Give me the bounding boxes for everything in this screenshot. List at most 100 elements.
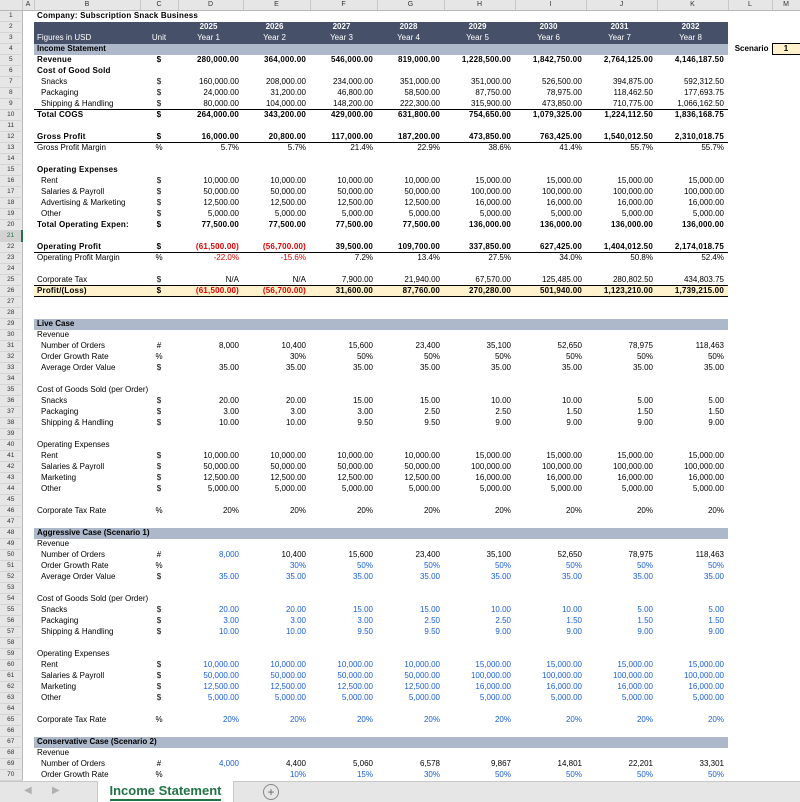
sheet-tab-income-statement[interactable]: Income Statement — [97, 781, 234, 802]
value-cell[interactable] — [377, 748, 444, 759]
column-header-k[interactable]: K — [657, 0, 729, 11]
value-cell[interactable]: 50% — [707, 352, 724, 361]
empty-cell[interactable] — [772, 22, 800, 33]
value-cell[interactable]: 55.7% — [586, 142, 657, 154]
empty-cell[interactable] — [444, 374, 515, 385]
value-cell[interactable]: 34.0% — [515, 252, 586, 264]
empty-cell[interactable] — [772, 561, 800, 572]
value-cell[interactable]: 12,500.00 — [337, 473, 373, 482]
value-cell[interactable]: 100,000.00 — [612, 462, 653, 471]
value-cell[interactable] — [444, 385, 515, 396]
cell-a[interactable] — [22, 176, 34, 187]
empty-cell[interactable] — [772, 154, 800, 165]
value-cell[interactable]: 5,000.00 — [207, 484, 239, 493]
empty-cell[interactable] — [728, 517, 772, 528]
row-header-38[interactable]: 38 — [0, 417, 23, 429]
scroll-tabs-left-icon[interactable]: ◀ — [24, 785, 32, 796]
value-cell[interactable]: 35.00 — [419, 572, 440, 581]
value-cell[interactable]: 1.50 — [637, 407, 653, 416]
value-cell[interactable]: 20% — [356, 506, 373, 515]
value-cell[interactable]: 351,000.00 — [470, 77, 511, 86]
row-header-36[interactable]: 36 — [0, 395, 23, 407]
value-cell[interactable]: -15.6% — [243, 252, 310, 264]
cell-a[interactable] — [22, 583, 34, 594]
empty-cell[interactable] — [34, 638, 140, 649]
value-cell[interactable]: 1.50 — [637, 616, 653, 625]
value-cell[interactable]: 15,000.00 — [546, 176, 582, 185]
value-cell[interactable]: 100,000.00 — [470, 671, 511, 680]
empty-cell[interactable] — [657, 374, 728, 385]
cell-a[interactable] — [22, 616, 34, 627]
row-header-51[interactable]: 51 — [0, 560, 23, 572]
value-cell[interactable]: 50% — [565, 352, 582, 361]
value-cell[interactable]: 5,000.00 — [341, 693, 373, 702]
empty-cell[interactable] — [657, 121, 728, 132]
empty-cell[interactable] — [586, 264, 657, 275]
empty-cell[interactable] — [772, 737, 800, 748]
empty-cell[interactable] — [515, 11, 586, 22]
value-cell[interactable]: 104,000.00 — [265, 98, 306, 108]
value-cell[interactable] — [444, 594, 515, 605]
value-cell[interactable] — [586, 539, 657, 550]
empty-cell[interactable] — [444, 704, 515, 715]
cell-a[interactable] — [22, 726, 34, 737]
row-header-35[interactable]: 35 — [0, 384, 23, 396]
empty-cell[interactable] — [772, 66, 800, 77]
row-header-63[interactable]: 63 — [0, 692, 23, 704]
value-cell[interactable] — [515, 66, 586, 77]
row-header-54[interactable]: 54 — [0, 593, 23, 605]
empty-cell[interactable] — [243, 638, 310, 649]
empty-cell[interactable] — [728, 440, 772, 451]
row-header-59[interactable]: 59 — [0, 648, 23, 660]
value-cell[interactable]: 3.00 — [357, 407, 373, 416]
row-header-12[interactable]: 12 — [0, 131, 23, 143]
value-cell[interactable]: 35.00 — [352, 363, 373, 372]
empty-cell[interactable] — [728, 715, 772, 726]
column-header-c[interactable]: C — [140, 0, 179, 11]
value-cell[interactable] — [586, 330, 657, 341]
cell-a[interactable] — [22, 550, 34, 561]
empty-cell[interactable] — [728, 550, 772, 561]
value-cell[interactable]: 136,000.00 — [681, 220, 724, 229]
empty-cell[interactable] — [34, 517, 140, 528]
value-cell[interactable]: 35.00 — [632, 363, 653, 372]
empty-cell[interactable] — [728, 308, 772, 319]
row-header-14[interactable]: 14 — [0, 153, 23, 165]
empty-cell[interactable] — [728, 759, 772, 770]
cell-a[interactable] — [22, 572, 34, 583]
empty-cell[interactable] — [515, 726, 586, 737]
value-cell[interactable]: 50,000.00 — [337, 671, 373, 680]
empty-cell[interactable] — [178, 154, 243, 165]
row-header-55[interactable]: 55 — [0, 604, 23, 616]
value-cell[interactable]: 46,800.00 — [337, 88, 373, 97]
value-cell[interactable] — [178, 770, 243, 781]
value-cell[interactable] — [657, 385, 728, 396]
value-cell[interactable] — [657, 539, 728, 550]
value-cell[interactable]: 5,000.00 — [274, 484, 306, 493]
value-cell[interactable]: 100,000.00 — [541, 187, 582, 196]
value-cell[interactable]: 5,000.00 — [621, 209, 653, 218]
value-cell[interactable] — [243, 440, 310, 451]
value-cell[interactable]: 3.00 — [290, 616, 306, 625]
value-cell[interactable]: 12,500.00 — [404, 473, 440, 482]
value-cell[interactable] — [310, 43, 377, 55]
value-cell[interactable]: 41.4% — [515, 142, 586, 154]
empty-cell[interactable] — [178, 517, 243, 528]
value-cell[interactable] — [586, 594, 657, 605]
value-cell[interactable]: 754,650.00 — [444, 109, 515, 121]
value-cell[interactable]: 10,400 — [281, 550, 306, 559]
value-cell[interactable]: 31,200.00 — [270, 88, 306, 97]
value-cell[interactable]: 10,000.00 — [337, 176, 373, 185]
empty-cell[interactable] — [243, 264, 310, 275]
scroll-tabs-right-icon[interactable]: ▶ — [52, 785, 60, 796]
empty-cell[interactable] — [310, 638, 377, 649]
value-cell[interactable]: 1,540,012.50 — [603, 131, 653, 141]
spreadsheet-grid[interactable]: A B C D E F G H I J K L M 1 Company: Subscription Snac… — [0, 0, 800, 781]
value-cell[interactable]: 15.00 — [419, 605, 440, 614]
empty-cell[interactable] — [772, 121, 800, 132]
value-cell[interactable]: -22.0% — [178, 252, 243, 264]
cell-a[interactable] — [22, 352, 34, 363]
empty-cell[interactable] — [772, 297, 800, 308]
row-header-58[interactable]: 58 — [0, 637, 23, 649]
value-cell[interactable]: 50% — [707, 561, 724, 570]
